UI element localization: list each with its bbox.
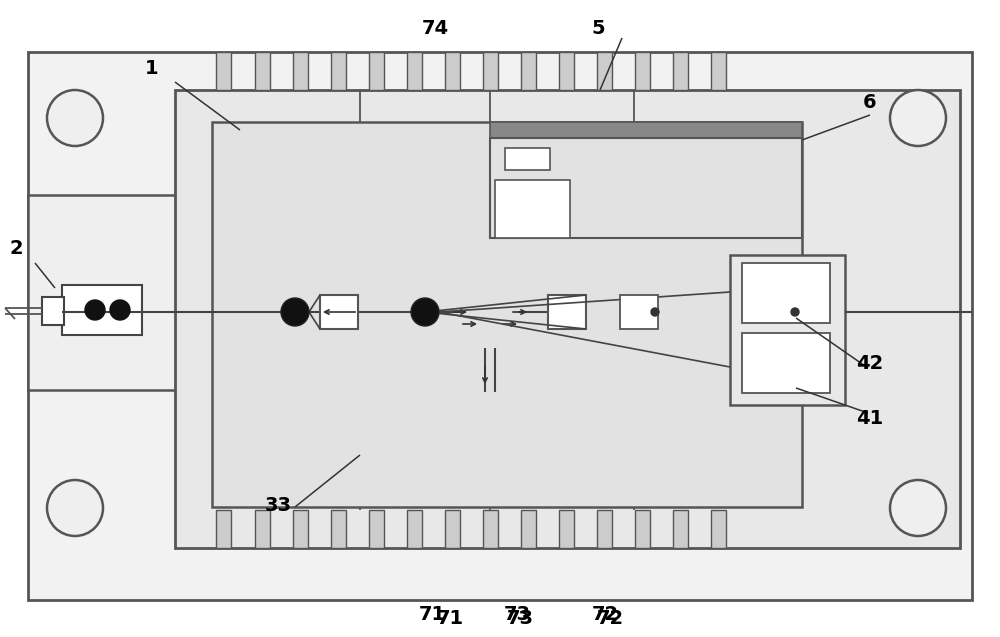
- Bar: [331, 510, 346, 548]
- Text: 72: 72: [591, 606, 619, 624]
- Bar: [175, 90, 960, 548]
- Bar: [635, 52, 650, 90]
- Bar: [216, 52, 231, 90]
- Bar: [458, 275, 522, 350]
- Bar: [293, 52, 308, 90]
- Text: 41: 41: [856, 408, 884, 427]
- Bar: [42, 297, 64, 325]
- Bar: [293, 510, 308, 548]
- Bar: [212, 122, 802, 507]
- Text: 33: 33: [265, 496, 292, 515]
- Bar: [369, 52, 384, 90]
- Bar: [742, 333, 830, 393]
- Text: 73: 73: [504, 606, 530, 624]
- Bar: [320, 295, 358, 329]
- Bar: [597, 510, 612, 548]
- Bar: [28, 195, 176, 390]
- Bar: [490, 122, 802, 138]
- Circle shape: [411, 298, 439, 326]
- Bar: [711, 52, 726, 90]
- Text: 42: 42: [856, 354, 884, 373]
- Bar: [620, 295, 658, 329]
- Text: 1: 1: [145, 59, 159, 78]
- Bar: [521, 52, 536, 90]
- Bar: [445, 52, 460, 90]
- Text: 6: 6: [863, 92, 877, 111]
- Circle shape: [651, 308, 659, 316]
- Text: 71: 71: [418, 606, 446, 624]
- Text: 5: 5: [591, 18, 605, 38]
- Circle shape: [890, 480, 946, 536]
- Circle shape: [791, 308, 799, 316]
- Bar: [216, 510, 231, 548]
- Bar: [559, 510, 574, 548]
- Bar: [495, 180, 570, 238]
- Bar: [445, 510, 460, 548]
- Bar: [28, 52, 972, 600]
- Bar: [483, 52, 498, 90]
- Bar: [255, 510, 270, 548]
- Bar: [742, 263, 830, 323]
- Bar: [548, 295, 586, 329]
- Bar: [711, 510, 726, 548]
- Circle shape: [47, 90, 103, 146]
- Bar: [505, 148, 550, 170]
- Bar: [62, 285, 142, 335]
- Bar: [369, 510, 384, 548]
- Bar: [407, 510, 422, 548]
- Bar: [559, 52, 574, 90]
- Bar: [597, 52, 612, 90]
- Bar: [490, 138, 802, 238]
- Bar: [673, 510, 688, 548]
- Circle shape: [281, 298, 309, 326]
- Bar: [331, 52, 346, 90]
- Text: 73: 73: [507, 608, 534, 627]
- Text: 2: 2: [9, 238, 23, 257]
- Text: 72: 72: [596, 608, 624, 627]
- Text: 74: 74: [421, 18, 449, 38]
- Circle shape: [890, 90, 946, 146]
- Bar: [521, 510, 536, 548]
- Circle shape: [110, 300, 130, 320]
- Circle shape: [85, 300, 105, 320]
- Bar: [483, 510, 498, 548]
- Bar: [407, 52, 422, 90]
- Bar: [635, 510, 650, 548]
- Circle shape: [47, 480, 103, 536]
- Bar: [673, 52, 688, 90]
- Bar: [730, 255, 845, 405]
- Text: 71: 71: [436, 608, 464, 627]
- Bar: [255, 52, 270, 90]
